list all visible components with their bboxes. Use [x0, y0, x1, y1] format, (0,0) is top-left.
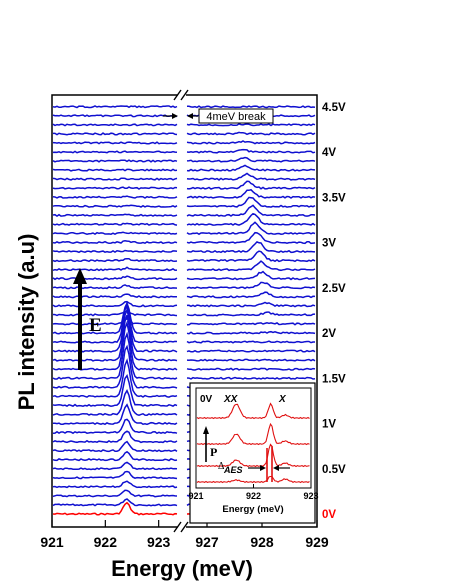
- trace: [52, 140, 316, 145]
- power-arrow-head: [203, 426, 209, 434]
- x-tick-label: 921: [40, 534, 64, 550]
- trace: [52, 270, 316, 281]
- trace: [52, 221, 316, 236]
- x-tick-label: 928: [250, 534, 274, 550]
- inset-x-label: X: [278, 394, 287, 405]
- axis-break-mark: [180, 89, 189, 101]
- splitting-arrow-left-head: [260, 465, 266, 471]
- x-axis-title: Energy (meV): [111, 556, 253, 581]
- trace: [53, 131, 316, 136]
- trace: [52, 123, 316, 127]
- trace: [52, 164, 316, 172]
- break-arrow-right-head: [187, 113, 193, 119]
- x-tick-label: 923: [147, 534, 171, 550]
- inset-tick-label: 921: [188, 491, 203, 501]
- trace: [52, 307, 316, 353]
- inset-trace: [196, 402, 310, 420]
- trace: [52, 260, 316, 272]
- inset-bias-label: 0V: [200, 394, 213, 405]
- axis-break-gap: [178, 88, 186, 534]
- voltage-label: 0.5V: [322, 464, 346, 476]
- trace: [52, 148, 316, 154]
- voltage-label: 3.5V: [322, 192, 346, 204]
- x-tick-label: 927: [195, 534, 219, 550]
- x-axis-ticks: 921 922 923 927 928 929: [40, 520, 329, 550]
- voltage-labels: 0V 0.5V 1V 1.5V 2V 2.5V 3V 3.5V 4V 4.5V: [322, 102, 346, 521]
- inset-x-ticks: 921 922 923: [188, 484, 319, 501]
- trace: [52, 180, 316, 190]
- axis-break-mark: [173, 89, 182, 101]
- trace: [52, 331, 316, 380]
- trace: [52, 196, 316, 208]
- trace: [52, 156, 316, 163]
- y-axis-title: PL intensity (a.u): [14, 234, 39, 411]
- trace: [52, 301, 316, 335]
- trace: [52, 318, 316, 326]
- voltage-label: 1V: [322, 419, 336, 431]
- trace: [52, 320, 316, 371]
- trace: [52, 300, 316, 308]
- trace: [52, 212, 316, 226]
- trace: [52, 204, 316, 218]
- x-tick-label: 929: [305, 534, 329, 550]
- splitting-symbol: Δ: [218, 461, 225, 472]
- trace: [52, 310, 316, 317]
- axis-break-mark: [173, 521, 182, 533]
- axis-break-mark: [180, 521, 189, 533]
- splitting-arrow-right-head: [273, 465, 279, 471]
- voltage-label: 0V: [322, 509, 336, 521]
- break-note: 4meV break: [206, 111, 266, 123]
- x-tick-label: 922: [94, 534, 118, 550]
- trace: [52, 105, 316, 109]
- inset-frame: [189, 382, 316, 524]
- inset-trace: [196, 422, 310, 446]
- voltage-label: 1.5V: [322, 373, 346, 385]
- inset-trace: [196, 443, 310, 468]
- inset-trace-group: [196, 402, 310, 484]
- inset-tick-label: 922: [246, 491, 261, 501]
- trace: [52, 172, 316, 181]
- field-arrow-head: [73, 268, 87, 284]
- trace: [52, 240, 316, 254]
- trace: [52, 188, 316, 199]
- break-arrow-left-head: [172, 113, 178, 119]
- inset-x-axis-title: Energy (meV): [222, 504, 283, 515]
- trace: [52, 304, 315, 344]
- power-arrow-label: P: [210, 445, 217, 459]
- inset-chart: 0V XX X P Δ AES 921 922 923 Energy (meV): [188, 382, 319, 524]
- trace: [52, 281, 316, 290]
- splitting-subscript: AES: [223, 465, 243, 475]
- inset-xx-label: XX: [223, 394, 239, 405]
- trace: [52, 314, 316, 362]
- trace: [52, 291, 316, 299]
- voltage-label: 4V: [322, 147, 336, 159]
- break-note-box: [198, 108, 274, 124]
- voltage-label: 2V: [322, 328, 336, 340]
- inset-tick-label: 923: [303, 491, 318, 501]
- voltage-label: 2.5V: [322, 283, 346, 295]
- field-arrow-label: E: [89, 315, 102, 336]
- voltage-label: 4.5V: [322, 102, 346, 114]
- voltage-label: 3V: [322, 238, 336, 250]
- trace: [52, 250, 316, 263]
- inset-trace: [196, 475, 310, 484]
- trace: [52, 231, 316, 245]
